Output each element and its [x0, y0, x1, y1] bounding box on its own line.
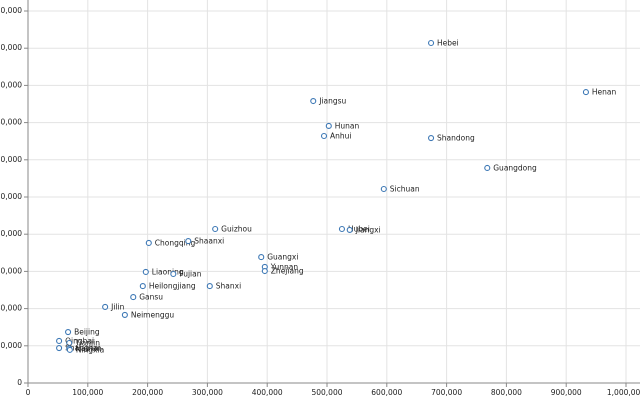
point — [145, 239, 152, 246]
y-tick-label: 0 — [17, 378, 22, 387]
point-label: Qinghai — [65, 336, 94, 345]
point-label: Tianjin — [74, 339, 100, 348]
point-label: Yunnan — [270, 262, 299, 271]
point-label: Chongqing — [155, 238, 196, 247]
point — [325, 122, 332, 129]
point — [185, 238, 192, 245]
point-label: Hubei — [348, 224, 370, 233]
x-tick-label: 1,000,000 — [607, 388, 640, 397]
x-tick-label: 500,000 — [311, 388, 342, 397]
point — [130, 294, 137, 301]
point-label: Jiangxi — [355, 225, 381, 234]
x-tick-label: 300,000 — [192, 388, 223, 397]
point-label: Henan — [592, 88, 617, 97]
point — [310, 97, 317, 105]
y-tick-label: 80,000 — [0, 229, 22, 238]
y-tick-label: 60,000 — [0, 266, 22, 275]
point — [66, 346, 73, 353]
x-tick-label: 200,000 — [132, 388, 163, 397]
point-label: Fujian — [179, 270, 201, 279]
point — [170, 270, 177, 278]
point-label: Guangdong — [493, 163, 537, 172]
point — [338, 225, 346, 233]
point — [258, 254, 265, 261]
point-label: Hunan — [335, 121, 360, 130]
point — [139, 283, 146, 290]
y-tick-label: 160,000 — [0, 80, 22, 89]
point-label: Hainan — [75, 344, 102, 353]
point — [102, 303, 109, 310]
y-tick-label: 180,000 — [0, 43, 22, 52]
point — [261, 267, 268, 275]
x-tick-label: 0 — [26, 388, 31, 397]
point — [428, 134, 435, 142]
y-tick-label: 40,000 — [0, 304, 22, 313]
y-tick-label: 120,000 — [0, 155, 22, 164]
point-label: Anhui — [330, 131, 351, 140]
point-label: Jiangsu — [318, 97, 346, 106]
point — [484, 164, 491, 172]
point — [380, 185, 387, 193]
y-tick-label: 100,000 — [0, 192, 22, 201]
point — [56, 337, 63, 345]
point — [65, 328, 72, 336]
point-label: Gansu — [139, 293, 163, 302]
point-label: Neimenggu — [131, 310, 175, 319]
point — [142, 268, 149, 276]
y-tick-label: 20,000 — [0, 341, 22, 350]
point-label: Jilin — [110, 302, 124, 311]
point-label: Shanxi — [216, 282, 241, 291]
point — [56, 344, 63, 352]
point-label: Guangxi — [267, 253, 298, 262]
x-tick-label: 700,000 — [431, 388, 462, 397]
point-label: Zhejiang — [271, 267, 304, 276]
point — [320, 132, 328, 140]
y-tick-label: 140,000 — [0, 118, 22, 127]
point — [346, 226, 353, 233]
point — [206, 283, 213, 290]
x-tick-label: 900,000 — [551, 388, 582, 397]
point-label: Shanghai — [65, 344, 100, 353]
point-label: Beijing — [74, 328, 100, 337]
y-tick-label: 200,000 — [0, 6, 22, 15]
x-tick-label: 400,000 — [252, 388, 283, 397]
point-label: Heilongjiang — [149, 282, 196, 291]
point-label: Ningxia — [76, 345, 104, 354]
point-label: Guizhou — [221, 224, 252, 233]
x-tick-label: 800,000 — [491, 388, 522, 397]
point — [582, 89, 589, 96]
point — [428, 39, 435, 47]
point-label: Shandong — [437, 134, 475, 143]
x-tick-label: 100,000 — [72, 388, 103, 397]
point-label: Shaanxi — [194, 237, 224, 246]
point — [121, 311, 128, 318]
point — [212, 225, 219, 233]
x-tick-label: 600,000 — [371, 388, 402, 397]
point-label: Liaoning — [152, 267, 184, 276]
point-label: Hebei — [437, 38, 459, 47]
point-label: Sichuan — [390, 185, 420, 194]
point — [66, 339, 73, 347]
